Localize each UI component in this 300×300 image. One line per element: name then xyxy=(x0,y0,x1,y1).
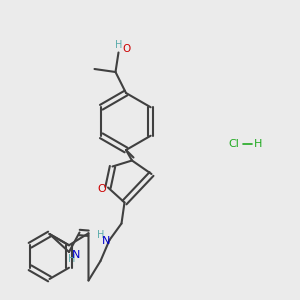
Text: H: H xyxy=(68,254,76,265)
Text: O: O xyxy=(122,44,130,54)
Text: H: H xyxy=(254,139,262,149)
Text: N: N xyxy=(102,236,111,247)
Text: H: H xyxy=(115,40,122,50)
Text: N: N xyxy=(72,250,81,260)
Text: Cl: Cl xyxy=(229,139,239,149)
Text: O: O xyxy=(97,184,106,194)
Text: H: H xyxy=(98,230,105,240)
